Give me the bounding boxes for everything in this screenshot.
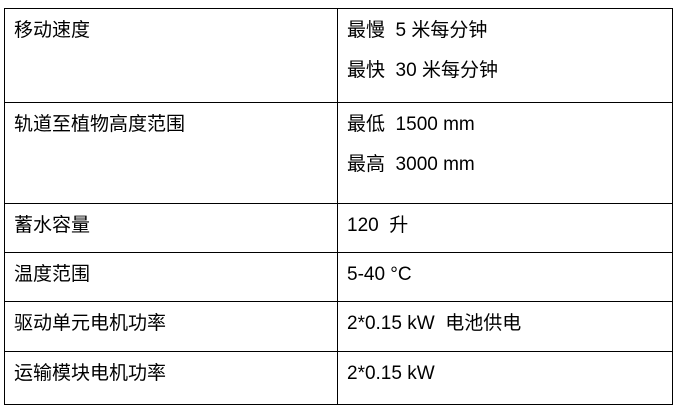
spec-label-cell: 温度范围 (4, 252, 338, 302)
spec-label: 温度范围 (14, 264, 91, 285)
spec-value-line: 最快 30 米每分钟 (347, 60, 498, 81)
spec-value-cell: 2*0.15 kW 电池供电 (337, 301, 673, 352)
spec-label-cell: 驱动单元电机功率 (4, 301, 338, 352)
spec-value-cell: 2*0.15 kW (337, 351, 673, 405)
table-row: 移动速度 最慢 5 米每分钟 最快 30 米每分钟 (4, 8, 673, 103)
spec-label: 运输模块电机功率 (14, 363, 167, 384)
table-row: 运输模块电机功率 2*0.15 kW (4, 351, 673, 405)
spec-table: 移动速度 最慢 5 米每分钟 最快 30 米每分钟 轨道至植物高度范围 最低 1… (4, 8, 673, 405)
spec-value-line: 最慢 5 米每分钟 (347, 20, 488, 41)
spec-value-line: 2*0.15 kW 电池供电 (347, 313, 522, 334)
spec-value-cell: 最慢 5 米每分钟 最快 30 米每分钟 (337, 8, 673, 103)
spec-value-line: 最低 1500 mm (347, 114, 475, 135)
spec-value-line: 5-40 °C (347, 264, 412, 285)
spec-label-cell: 运输模块电机功率 (4, 351, 338, 405)
spec-value-cell: 最低 1500 mm 最高 3000 mm (337, 102, 673, 204)
spec-value-cell: 120 升 (337, 203, 673, 253)
spec-label-cell: 移动速度 (4, 8, 338, 103)
spec-value-cell: 5-40 °C (337, 252, 673, 302)
spec-value-line: 120 升 (347, 215, 409, 236)
spec-value-line: 最高 3000 mm (347, 154, 475, 175)
table-row: 轨道至植物高度范围 最低 1500 mm 最高 3000 mm (4, 102, 673, 204)
spec-label-cell: 轨道至植物高度范围 (4, 102, 338, 204)
spec-label-cell: 蓄水容量 (4, 203, 338, 253)
table-row: 蓄水容量 120 升 (4, 203, 673, 253)
table-row: 驱动单元电机功率 2*0.15 kW 电池供电 (4, 301, 673, 352)
table-row: 温度范围 5-40 °C (4, 252, 673, 302)
spec-label: 蓄水容量 (14, 215, 91, 236)
spec-label: 移动速度 (14, 20, 91, 41)
spec-label: 轨道至植物高度范围 (14, 114, 186, 135)
spec-value-line: 2*0.15 kW (347, 363, 435, 384)
spec-label: 驱动单元电机功率 (14, 313, 167, 334)
